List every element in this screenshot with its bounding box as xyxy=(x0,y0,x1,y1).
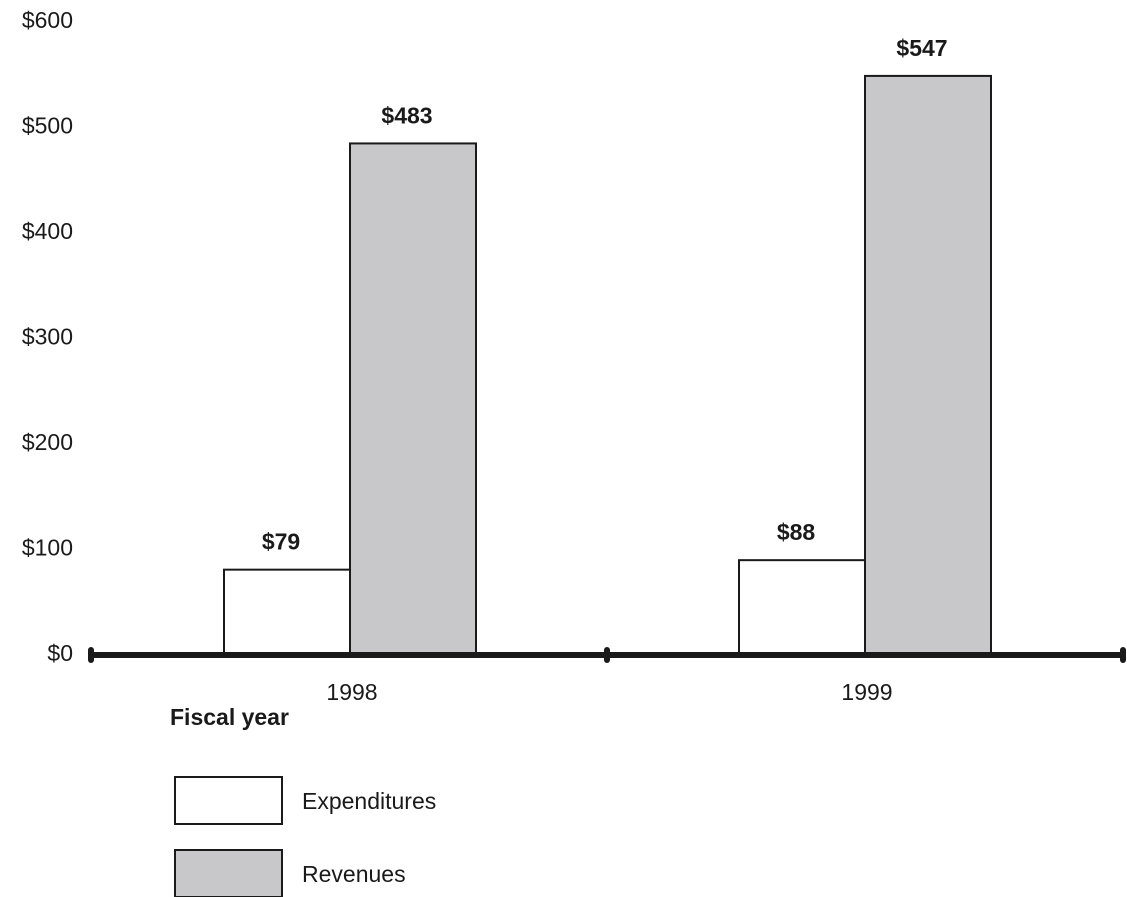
legend: Expenditures Revenues xyxy=(174,776,436,897)
bar-expenditures-1999 xyxy=(738,559,866,654)
bar-expenditures-1998 xyxy=(223,568,351,655)
y-axis-tick-labels: $0 $100 $200 $300 $400 $500 $600 xyxy=(22,7,73,666)
bar-revenues-1998 xyxy=(349,142,477,654)
x-axis-tick-mark xyxy=(604,647,610,663)
x-tick-label: 1999 xyxy=(841,679,892,705)
legend-label: Revenues xyxy=(302,861,406,887)
x-axis-title: Fiscal year xyxy=(170,704,289,730)
y-tick-label: $500 xyxy=(22,113,73,139)
x-axis-tick-mark xyxy=(88,647,94,663)
legend-item-expenditures: Expenditures xyxy=(174,776,436,825)
bar-revenues-1999 xyxy=(864,74,992,655)
y-tick-label: $300 xyxy=(22,324,73,350)
y-tick-label: $0 xyxy=(47,640,73,666)
x-axis-tick-mark xyxy=(1120,647,1126,663)
legend-item-revenues: Revenues xyxy=(174,849,406,897)
x-tick-label: 1998 xyxy=(326,679,377,705)
data-labels: $79 $483 $88 $547 xyxy=(262,35,948,555)
data-label-revenues-1999: $547 xyxy=(896,35,947,61)
y-tick-label: $100 xyxy=(22,535,73,561)
x-axis xyxy=(88,647,1126,663)
legend-label: Expenditures xyxy=(302,788,436,814)
bars xyxy=(223,74,992,655)
data-label-expenditures-1998: $79 xyxy=(262,529,300,555)
y-tick-label: $400 xyxy=(22,218,73,244)
x-axis-tick-labels: 1998 1999 xyxy=(326,679,892,705)
legend-swatch xyxy=(174,776,283,825)
y-tick-label: $200 xyxy=(22,429,73,455)
legend-swatch xyxy=(174,849,283,897)
y-tick-label: $600 xyxy=(22,7,73,33)
data-label-expenditures-1999: $88 xyxy=(777,519,816,545)
data-label-revenues-1998: $483 xyxy=(381,102,432,128)
